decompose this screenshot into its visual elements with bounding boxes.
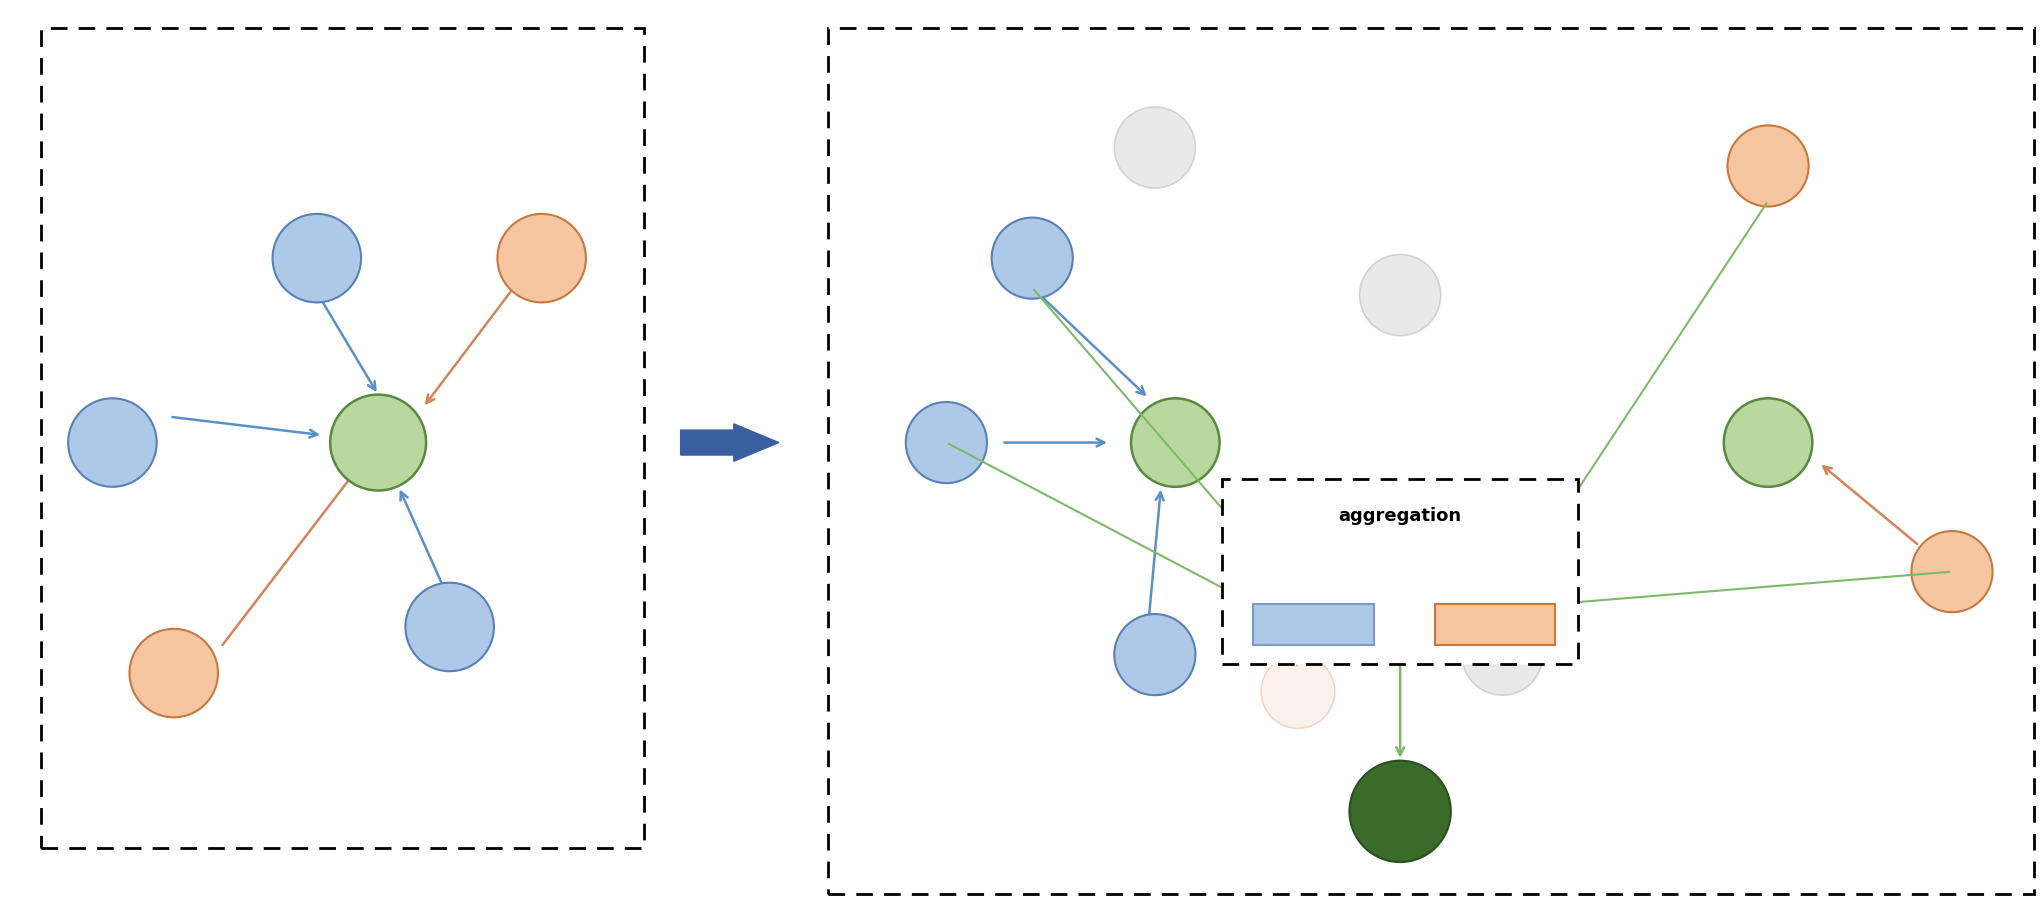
Ellipse shape (905, 402, 987, 483)
FancyBboxPatch shape (1253, 604, 1374, 645)
Ellipse shape (1114, 107, 1196, 188)
Ellipse shape (1461, 614, 1543, 695)
Ellipse shape (1723, 398, 1813, 487)
Ellipse shape (67, 398, 157, 487)
Ellipse shape (1349, 761, 1451, 862)
Ellipse shape (497, 214, 587, 302)
Ellipse shape (1130, 398, 1220, 487)
Ellipse shape (1261, 655, 1335, 728)
Ellipse shape (1911, 531, 1993, 612)
FancyArrow shape (681, 424, 779, 461)
Ellipse shape (1114, 614, 1196, 695)
Text: aggregation: aggregation (1339, 507, 1461, 526)
Ellipse shape (1727, 125, 1809, 207)
FancyBboxPatch shape (1435, 604, 1555, 645)
Ellipse shape (405, 583, 495, 671)
Ellipse shape (1359, 254, 1441, 336)
Ellipse shape (129, 629, 219, 717)
Ellipse shape (331, 395, 425, 491)
Ellipse shape (991, 218, 1073, 299)
FancyBboxPatch shape (1222, 479, 1578, 664)
Ellipse shape (272, 214, 362, 302)
